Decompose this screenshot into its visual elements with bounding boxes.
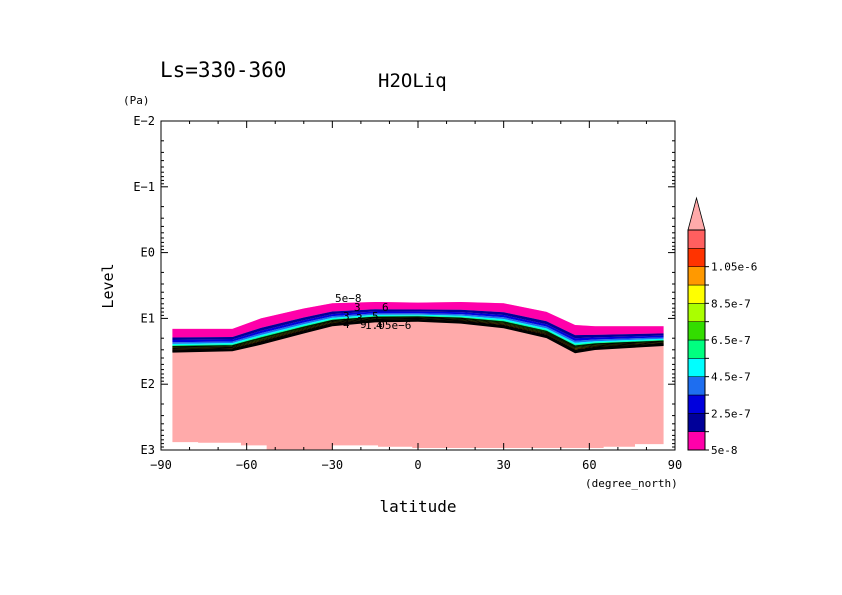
colorbar-label: 4.5e-7 (711, 371, 751, 384)
colorbar-swatch (687, 431, 706, 451)
contour-line (172, 318, 664, 351)
x-axis-label: latitude (379, 497, 456, 516)
colorbar: 5e-8 2.5e-7 4.5e-7 6.5e-7 8.5e-7 1.05e-6 (687, 196, 757, 457)
x-axis-ticks: −90 −60 −30 0 30 60 90 (150, 121, 682, 472)
colorbar-swatch (687, 358, 706, 377)
contour-line (172, 316, 664, 347)
colorbar-swatch (687, 339, 706, 359)
colorbar-label: 8.5e-7 (711, 297, 751, 310)
contour-value-label: 3 (354, 301, 361, 314)
contour-value-label: 1.05e−6 (365, 319, 411, 332)
contour-value-label: 3 (343, 310, 350, 323)
x-tick-label: 60 (582, 458, 596, 472)
colorbar-swatch (687, 248, 706, 267)
contour-value-label: 5 (372, 310, 379, 323)
x-tick-label: 30 (496, 458, 510, 472)
y-axis-label: Level (99, 263, 117, 308)
x-tick-label: −90 (150, 458, 172, 472)
contour-line (172, 318, 664, 350)
colorbar-swatch (687, 284, 706, 304)
x-tick-label: −60 (236, 458, 258, 472)
colorbar-swatch (687, 321, 706, 341)
contour-line (172, 319, 664, 352)
contour-value-label: 3 (356, 312, 363, 325)
contour-value-label: 9 (360, 318, 367, 331)
contour-value-label: 4 (376, 319, 383, 332)
period-label: Ls=330-360 (160, 58, 286, 82)
colorbar-swatch (687, 413, 706, 432)
y-tick-label: E−1 (133, 180, 155, 194)
colorbar-label: 6.5e-7 (711, 334, 751, 347)
overflow-region (172, 301, 664, 450)
contour-labels: 5e−83 63 3 54 9 41.05e−6 (335, 292, 411, 332)
contour-value-label: 5e−8 (335, 292, 362, 305)
y-tick-label: E3 (141, 443, 155, 457)
x-tick-label: −30 (321, 458, 343, 472)
plot-area (172, 301, 664, 450)
chart-title: H2OLiq (378, 70, 447, 92)
contour-value-label: 6 (382, 301, 389, 314)
contour-line (172, 316, 664, 348)
colorbar-label: 5e-8 (711, 444, 738, 457)
colorbar-label: 2.5e-7 (711, 407, 751, 420)
x-tick-label: 90 (668, 458, 682, 472)
x-tick-label: 0 (414, 458, 421, 472)
y-tick-label: E2 (141, 377, 155, 391)
colorbar-swatch (687, 266, 706, 286)
contour-line (172, 320, 664, 353)
colorbar-swatch (687, 376, 706, 396)
y-tick-label: E0 (141, 246, 155, 260)
colorbar-swatch (687, 303, 706, 322)
contour-value-label: 4 (343, 318, 350, 331)
colorbar-overflow-triangle (687, 196, 706, 231)
cloud-band (172, 301, 664, 338)
contour-line (172, 317, 664, 349)
x-unit-label: (degree_north) (585, 477, 678, 490)
colorbar-swatch (687, 394, 706, 414)
colorbar-label: 1.05e-6 (711, 261, 757, 274)
y-axis-ticks: E−2 E−1 E0 E1 E2 E3 (133, 114, 675, 457)
y-tick-label: E−2 (133, 114, 155, 128)
colorbar-swatch (687, 229, 706, 249)
y-unit-label: (Pa) (123, 94, 150, 107)
y-tick-label: E1 (141, 311, 155, 325)
